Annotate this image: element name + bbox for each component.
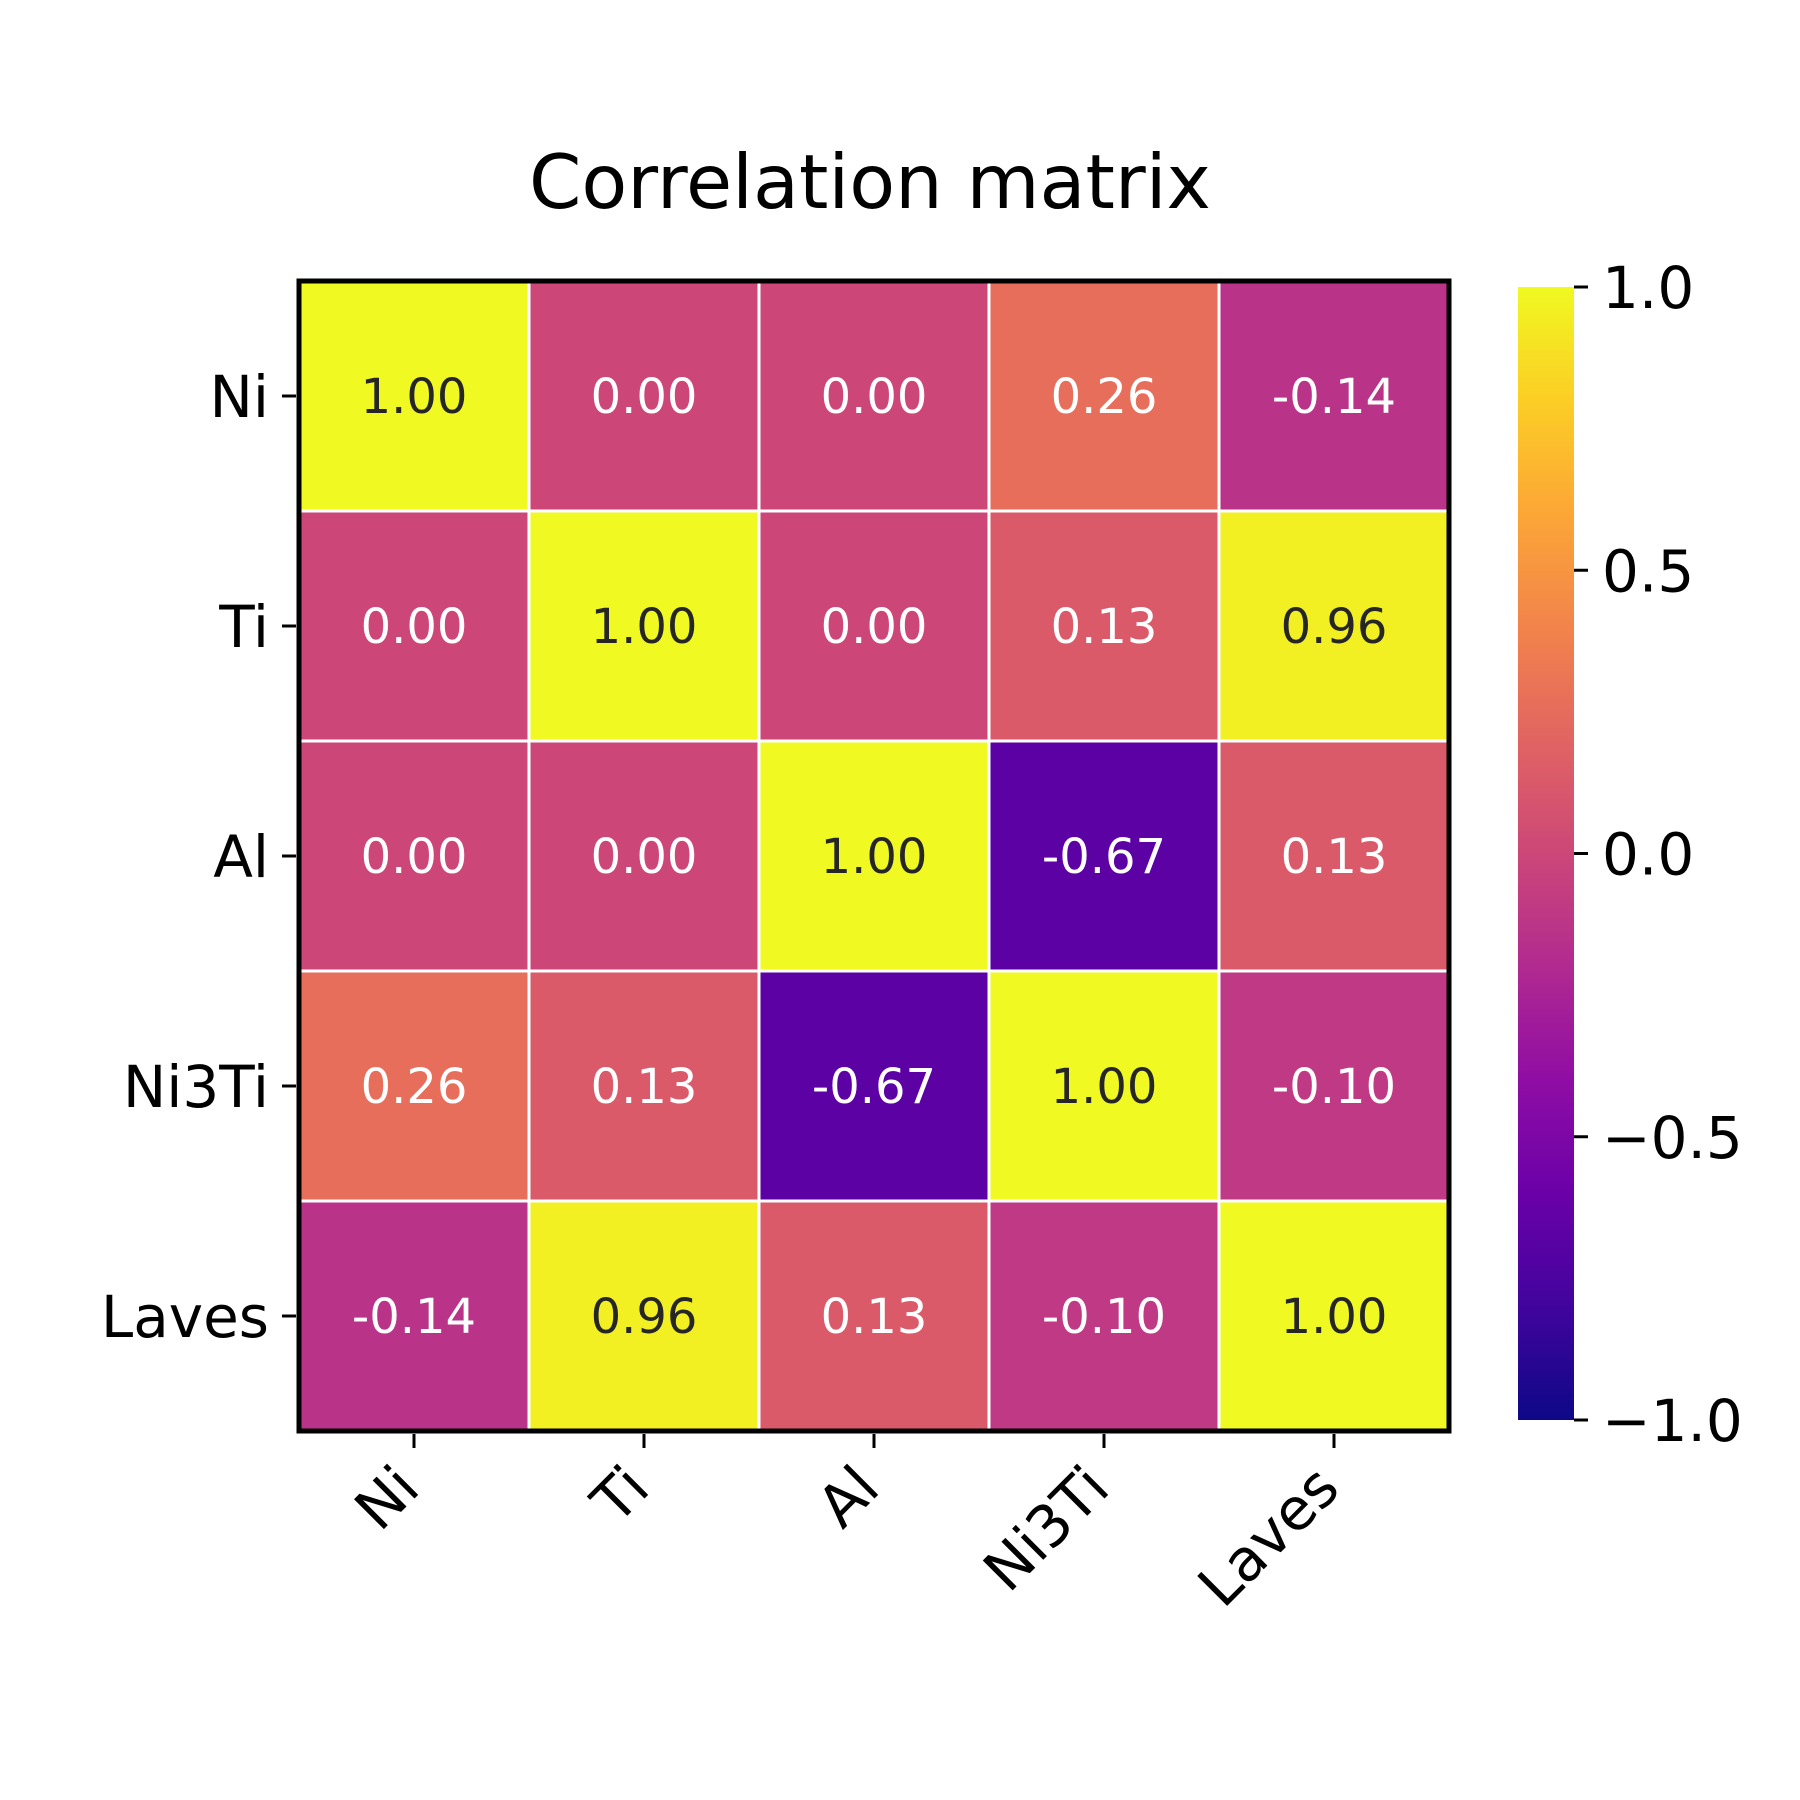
heatmap-cell [757,509,991,743]
heatmap-cell [527,969,761,1203]
cell-value-label: -0.10 [1272,1059,1396,1115]
heatmap-cell [297,509,531,743]
cell-value-label: 0.13 [591,1059,698,1115]
x-axis: Ni Ti Al Ni3Ti Laves [342,1434,1352,1620]
x-tick-label: Ni [342,1453,432,1543]
cell-value-label: 0.13 [1051,599,1158,655]
colorbar-tick-label: 0.0 [1602,821,1694,889]
y-tick-label: Ni [209,363,269,431]
heatmap-cell [1217,1199,1451,1433]
cell-value-label: 0.13 [1281,829,1388,885]
chart-title: Correlation matrix [529,138,1211,226]
cell-value-label: 0.00 [821,599,928,655]
cell-value-label: -0.10 [1042,1289,1166,1345]
colorbar-tick-label: −1.0 [1602,1387,1743,1455]
heatmap-cell [757,739,991,973]
heatmap-cell [527,279,761,513]
cell-value-label: 1.00 [361,369,468,425]
cell-value-label: 0.00 [591,829,698,885]
heatmap-cell [1217,509,1451,743]
x-tick-label: Laves [1185,1453,1352,1620]
x-tick-label: Ni3Ti [970,1453,1121,1604]
cell-value-label: 1.00 [1281,1289,1388,1345]
cell-value-label: 0.00 [361,829,468,885]
heatmap-cell [987,969,1221,1203]
heatmap-cell [527,1199,761,1433]
cell-value-label: -0.67 [1042,829,1166,885]
y-tick-label: Ti [218,593,269,661]
heatmap-cell [297,1199,531,1433]
cell-value-label: -0.67 [812,1059,936,1115]
plot-frame [296,278,1452,1434]
cell-value-label: 0.96 [591,1289,698,1345]
cell-value-label: 0.00 [361,599,468,655]
y-tick-label: Ni3Ti [123,1053,269,1121]
heatmap-cell [1217,279,1451,513]
colorbar-tick-label: −0.5 [1602,1104,1743,1172]
cell-value-label: 0.13 [821,1289,928,1345]
cell-value-label: 0.00 [591,369,698,425]
heatmap-cell [987,739,1221,973]
colorbar: 1.0 0.5 0.0 −0.5 −1.0 [1518,254,1743,1455]
cell-value-label: 0.26 [361,1059,468,1115]
colorbar-tick-label: 0.5 [1602,537,1694,605]
y-tick-label: Laves [101,1283,269,1351]
heatmap-cell [527,739,761,973]
y-tick-label: Al [213,823,269,891]
cell-value-label: 0.00 [821,369,928,425]
cell-value-label: 1.00 [821,829,928,885]
heatmap-cell [757,969,991,1203]
cell-value-label: 1.00 [591,599,698,655]
cell-value-label: -0.14 [1272,369,1396,425]
cell-value-label: 0.26 [1051,369,1158,425]
colorbar-tick-label: 1.0 [1602,254,1694,322]
heatmap-cell [757,1199,991,1433]
cell-value-label: 1.00 [1051,1059,1158,1115]
cell-value-label: 0.96 [1281,599,1388,655]
heatmap-cell [297,279,531,513]
x-tick-label: Ti [578,1453,662,1537]
heatmap-cells: 1.00 0.00 0.00 0.26 -0.14 0.00 1.00 0.00 0.13 0.9… [297,279,1451,1433]
y-axis: Ni Ti Al Ni3Ti Laves [101,363,296,1351]
x-tick-label: Al [804,1453,892,1541]
cell-value-label: -0.14 [352,1289,476,1345]
heatmap-cell [987,279,1221,513]
heatmap-cell [1217,969,1451,1203]
colorbar-gradient [1518,287,1574,1420]
